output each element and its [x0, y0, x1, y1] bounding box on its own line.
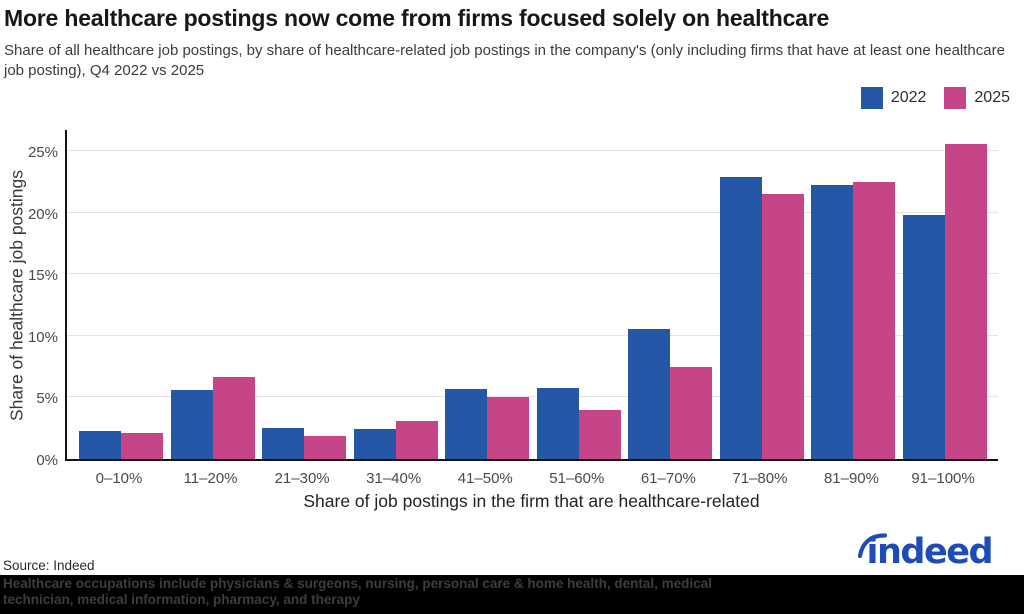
- chart-subtitle: Share of all healthcare job postings, by…: [4, 42, 1005, 79]
- x-tick-label: 91–100%: [911, 470, 975, 487]
- x-tick-label: 51–60%: [549, 470, 605, 487]
- gridline: [67, 150, 998, 152]
- bar-2025-51–60%: [578, 409, 621, 459]
- y-axis-title: Share of healthcare job postings: [6, 170, 27, 421]
- source-text: Source: Indeed: [3, 558, 95, 573]
- bar-2022-21–30%: [262, 428, 305, 459]
- y-tick-label: 20%: [27, 205, 58, 223]
- gridline: [67, 273, 998, 275]
- y-tick-label: 15%: [27, 267, 58, 285]
- bar-2025-11–20%: [212, 376, 255, 459]
- chart-title: More healthcare postings now come from f…: [4, 5, 830, 31]
- indeed-swoosh-icon: [857, 533, 887, 558]
- bar-2025-81–90%: [853, 182, 896, 459]
- x-tick-label: 41–50%: [457, 470, 513, 487]
- footnote-text: Healthcare occupations include physician…: [3, 576, 712, 608]
- x-tick-label: 21–30%: [274, 470, 330, 487]
- bar-2022-61–70%: [628, 328, 671, 459]
- bar-2022-11–20%: [170, 390, 213, 459]
- footnote-band: Healthcare occupations include physician…: [0, 575, 1024, 614]
- x-tick-label: 81–90%: [823, 470, 879, 487]
- y-tick-label: 0%: [36, 452, 58, 469]
- legend-item-2022: 2022: [860, 87, 927, 109]
- bar-2025-41–50%: [487, 397, 530, 459]
- x-tick-label: 61–70%: [640, 470, 696, 487]
- gridline: [67, 211, 998, 213]
- bar-2025-61–70%: [670, 366, 713, 459]
- y-tick-label: 5%: [36, 390, 58, 408]
- bar-2022-71–80%: [719, 177, 762, 459]
- bar-2022-31–40%: [353, 429, 396, 459]
- bar-2025-0–10%: [121, 433, 163, 459]
- legend-label-2022: 2022: [890, 89, 927, 106]
- plot-area: [65, 130, 998, 461]
- bar-2022-91–100%: [903, 215, 946, 459]
- bar-2025-71–80%: [761, 194, 804, 459]
- y-tick-label: 10%: [27, 328, 58, 346]
- bar-2025-91–100%: [945, 144, 988, 459]
- bar-2022-41–50%: [445, 388, 488, 459]
- indeed-logo-text: indeed: [866, 532, 994, 572]
- gridline: [67, 396, 998, 398]
- legend-label-2025: 2025: [974, 89, 1010, 106]
- bar-2022-0–10%: [79, 430, 121, 459]
- legend-swatch-2025: [944, 87, 967, 109]
- legend-swatch-2022: [860, 87, 883, 109]
- bar-chart: Share of healthcare job postings 0% 5% 10%…: [6, 130, 998, 511]
- x-tick-label: 11–20%: [183, 470, 238, 487]
- legend: 2022 2025: [860, 87, 1010, 109]
- x-tick-label: 0–10%: [95, 470, 143, 487]
- indeed-logo: indeed: [857, 533, 993, 579]
- x-tick-label: 71–80%: [732, 470, 788, 487]
- bar-2022-81–90%: [811, 184, 854, 459]
- bar-2025-21–30%: [304, 435, 347, 459]
- bar-2025-31–40%: [395, 420, 438, 459]
- y-tick-label: 25%: [27, 144, 58, 162]
- x-axis-title: Share of job postings in the firm that a…: [303, 491, 760, 511]
- gridline: [67, 334, 998, 336]
- x-tick-label: 31–40%: [366, 470, 422, 487]
- bar-2022-51–60%: [536, 387, 579, 459]
- legend-item-2025: 2025: [944, 87, 1010, 109]
